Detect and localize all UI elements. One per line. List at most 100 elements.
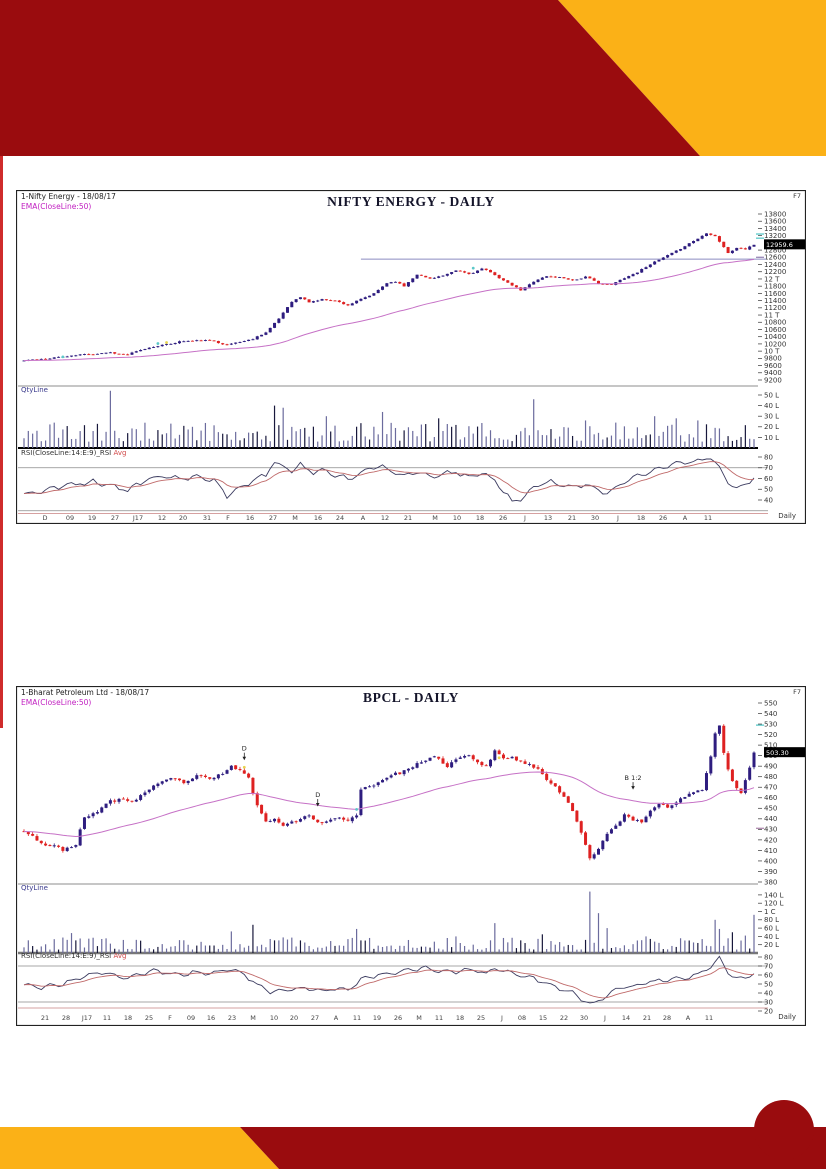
svg-text:30: 30 — [591, 514, 599, 522]
svg-text:M: M — [250, 1014, 256, 1022]
chart-ema-label: EMA(CloseLine:50) — [21, 698, 92, 707]
svg-text:J17: J17 — [132, 514, 143, 522]
svg-text:18: 18 — [456, 1014, 464, 1022]
svg-text:F: F — [226, 514, 230, 522]
svg-text:26: 26 — [394, 1014, 402, 1022]
banner-maroon-shape — [0, 0, 700, 156]
svg-text:J17: J17 — [81, 1014, 92, 1022]
svg-text:11600: 11600 — [764, 290, 786, 298]
bottom-banner — [0, 1100, 826, 1169]
chart-title: BPCL - DAILY — [363, 690, 459, 705]
svg-text:21: 21 — [643, 1014, 651, 1022]
svg-text:510: 510 — [764, 742, 777, 750]
svg-text:23: 23 — [228, 1014, 236, 1022]
svg-text:50: 50 — [764, 980, 773, 988]
svg-text:M: M — [416, 1014, 422, 1022]
svg-text:A: A — [683, 514, 688, 522]
svg-text:12: 12 — [381, 514, 389, 522]
svg-text:9400: 9400 — [764, 369, 782, 377]
banner-yellow-shape — [0, 1127, 279, 1169]
svg-text:390: 390 — [764, 868, 777, 876]
svg-text:120 L: 120 L — [764, 900, 784, 908]
svg-text:40: 40 — [764, 496, 773, 504]
svg-text:9800: 9800 — [764, 355, 782, 363]
svg-text:10: 10 — [453, 514, 461, 522]
nifty-energy-chart-panel: 13800 13600 13400 13200 12800 12600 12400 12200… — [16, 190, 806, 524]
svg-text:30: 30 — [580, 1014, 588, 1022]
svg-text:21: 21 — [568, 514, 576, 522]
svg-text:12400: 12400 — [764, 261, 786, 269]
svg-text:A: A — [686, 1014, 691, 1022]
svg-text:80 L: 80 L — [764, 916, 779, 924]
svg-text:410: 410 — [764, 847, 777, 855]
svg-text:60: 60 — [764, 971, 773, 979]
svg-text:400: 400 — [764, 857, 777, 865]
svg-text:11: 11 — [705, 1014, 713, 1022]
svg-text:11: 11 — [704, 514, 712, 522]
svg-text:540: 540 — [764, 710, 777, 718]
chart-title: NIFTY ENERGY - DAILY — [327, 194, 495, 209]
svg-text:28: 28 — [663, 1014, 671, 1022]
top-banner — [0, 0, 826, 156]
svg-text:10800: 10800 — [764, 319, 786, 327]
svg-text:D: D — [315, 791, 320, 799]
rsi-panel-label: RSI(CloseLine:14:E:9)_RSI — [21, 952, 112, 960]
svg-text:140 L: 140 L — [764, 891, 784, 899]
rsi-avg-label: Avg — [113, 952, 127, 960]
svg-text:60: 60 — [764, 475, 773, 483]
svg-text:J: J — [603, 1014, 606, 1022]
svg-text:A: A — [361, 514, 366, 522]
svg-text:10 L: 10 L — [764, 434, 779, 442]
svg-text:31: 31 — [203, 514, 211, 522]
left-accent-stripe — [0, 156, 3, 728]
svg-text:26: 26 — [499, 514, 507, 522]
svg-text:14: 14 — [622, 1014, 630, 1022]
svg-text:40 L: 40 L — [764, 402, 779, 410]
svg-text:13200: 13200 — [764, 232, 786, 240]
svg-text:21: 21 — [404, 514, 412, 522]
svg-text:1 C: 1 C — [764, 908, 776, 916]
svg-text:13600: 13600 — [764, 218, 786, 226]
svg-text:40: 40 — [764, 989, 773, 997]
svg-text:D: D — [42, 514, 47, 522]
svg-text:60 L: 60 L — [764, 925, 779, 933]
svg-text:11800: 11800 — [764, 283, 786, 291]
svg-text:19: 19 — [373, 1014, 381, 1022]
svg-text:11 T: 11 T — [764, 311, 780, 319]
chart-symbol-header: 1-Bharat Petroleum Ltd - 18/08/17 — [21, 688, 150, 697]
bpcl-chart-panel: 5505405305205105004904804704604504404304… — [16, 686, 806, 1026]
svg-text:27: 27 — [269, 514, 277, 522]
timeframe-label: Daily — [778, 512, 796, 520]
nifty-energy-chart-canvas: 1380013600134001320012800126001240012200… — [16, 190, 806, 524]
svg-text:12200: 12200 — [764, 268, 786, 276]
svg-text:J: J — [500, 1014, 503, 1022]
svg-text:25: 25 — [145, 1014, 153, 1022]
svg-text:27: 27 — [111, 514, 119, 522]
svg-text:19: 19 — [88, 514, 96, 522]
svg-text:09: 09 — [187, 1014, 195, 1022]
svg-text:13: 13 — [544, 514, 552, 522]
svg-text:13800: 13800 — [764, 210, 786, 218]
svg-text:30 L: 30 L — [764, 413, 779, 421]
svg-text:10 T: 10 T — [764, 348, 780, 356]
svg-text:70: 70 — [764, 464, 773, 472]
svg-text:10: 10 — [270, 1014, 278, 1022]
svg-text:20 L: 20 L — [764, 423, 779, 431]
svg-text:20 L: 20 L — [764, 941, 779, 949]
svg-text:J: J — [616, 514, 619, 522]
volume-panel-label: QtyLine — [21, 884, 48, 892]
svg-text:460: 460 — [764, 794, 777, 802]
svg-text:26: 26 — [659, 514, 667, 522]
svg-text:08: 08 — [518, 1014, 526, 1022]
svg-text:11: 11 — [435, 1014, 443, 1022]
svg-text:20: 20 — [764, 1007, 773, 1015]
svg-text:430: 430 — [764, 826, 777, 834]
svg-text:22: 22 — [560, 1014, 568, 1022]
svg-text:530: 530 — [764, 720, 777, 728]
svg-text:09: 09 — [66, 514, 74, 522]
chart-corner-label: F7 — [793, 192, 801, 200]
svg-text:18: 18 — [476, 514, 484, 522]
svg-text:15: 15 — [539, 1014, 547, 1022]
svg-text:30: 30 — [764, 998, 773, 1006]
